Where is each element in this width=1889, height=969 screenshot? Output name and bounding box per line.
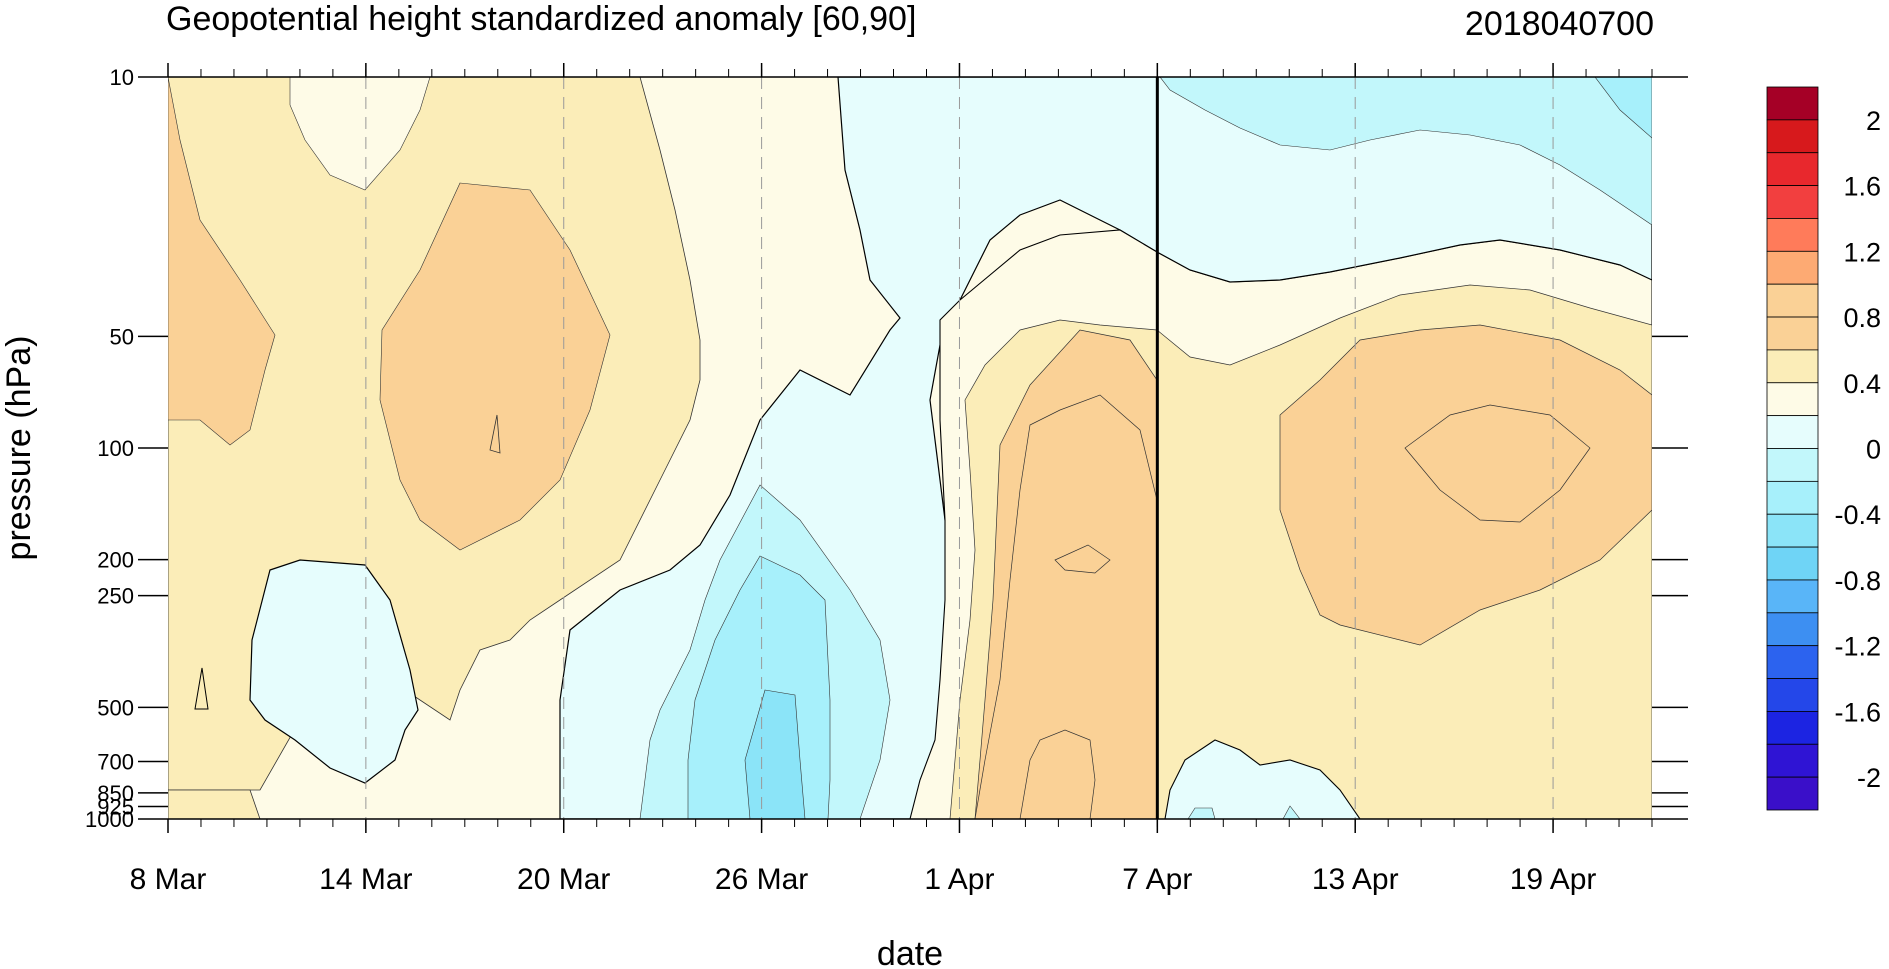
y-tick-label: 50 [110, 324, 134, 349]
colorbar-swatch [1766, 283, 1819, 318]
colorbar-label: 0.4 [1843, 369, 1881, 399]
colorbar-swatch [1766, 119, 1819, 154]
colorbar-swatch [1766, 448, 1819, 482]
contour-region [194, 667, 209, 710]
colorbar [1766, 86, 1819, 811]
colorbar-swatch [1766, 218, 1819, 252]
chart-title: Geopotential height standardized anomaly… [166, 0, 916, 38]
colorbar-swatch [1766, 185, 1819, 219]
x-tick-label: 1 Apr [924, 863, 994, 896]
colorbar-label: -2 [1857, 763, 1881, 793]
x-tick-label: 7 Apr [1122, 863, 1192, 896]
contour-region [1404, 404, 1591, 523]
contour-region [168, 789, 261, 819]
contour-region [1187, 807, 1216, 819]
colorbar-labels: 2 1.6 1.2 0.8 0.4 0 -0.4 -0.8 -1.2 -1.6 -2 [1834, 106, 1881, 793]
colorbar-swatch [1766, 86, 1819, 121]
colorbar-swatch [1766, 480, 1819, 515]
colorbar-label: 1.6 [1843, 172, 1881, 202]
contour-region [379, 182, 611, 551]
contour-region [249, 559, 419, 784]
contour-region [168, 77, 276, 446]
y-tick-label: 850 [97, 781, 134, 806]
x-tick-label: 26 Mar [715, 863, 808, 896]
y-tick-label: 500 [97, 695, 134, 720]
contour-region [289, 77, 431, 191]
y-tick-label: 700 [97, 750, 134, 775]
colorbar-swatch [1766, 711, 1819, 745]
colorbar-swatch [1766, 776, 1819, 811]
colorbar-label: -0.8 [1834, 566, 1881, 596]
colorbar-label: -1.2 [1834, 632, 1881, 662]
colorbar-swatch [1766, 579, 1819, 614]
colorbar-swatch [1766, 645, 1819, 679]
colorbar-label: 2 [1866, 106, 1881, 136]
y-tick-label: 10 [110, 65, 134, 90]
x-tick-label: 8 Mar [130, 863, 207, 896]
colorbar-swatch [1766, 250, 1819, 285]
contour-region [489, 414, 501, 454]
contour-region [1159, 77, 1652, 226]
colorbar-label: -1.6 [1834, 697, 1881, 727]
colorbar-swatch [1766, 546, 1819, 581]
colorbar-label: 1.2 [1843, 237, 1881, 267]
contour-region [744, 689, 806, 819]
contour-fills [168, 77, 1652, 819]
contour-region [974, 394, 1158, 819]
y-tick-label: 1000 [85, 807, 134, 832]
contour-region [1594, 77, 1652, 139]
contour-region [1019, 729, 1096, 819]
colorbar-swatch [1766, 678, 1819, 712]
contour-region [1164, 739, 1361, 819]
colorbar-swatch [1766, 316, 1819, 351]
date-label: 2018040700 [1465, 5, 1654, 43]
colorbar-swatch [1766, 513, 1819, 548]
y-axis-title: pressure (hPa) [0, 336, 38, 561]
x-tick-label: 20 Mar [517, 863, 610, 896]
y-tick-label: 250 [97, 584, 134, 609]
contour-region [1054, 544, 1111, 574]
x-axis-title: date [877, 935, 943, 969]
x-axis: 8 Mar 14 Mar 20 Mar 26 Mar 1 Apr 7 Apr 13 Apr 1… [130, 63, 1653, 896]
colorbar-swatch [1766, 415, 1819, 449]
x-tick-label: 13 Apr [1312, 863, 1399, 896]
y-tick-label: 100 [97, 436, 134, 461]
y-tick-label: 200 [97, 548, 134, 573]
colorbar-swatch [1766, 743, 1819, 778]
y-tick-label: 925 [97, 794, 134, 819]
x-tick-label: 14 Mar [319, 863, 412, 896]
colorbar-label: -0.4 [1834, 500, 1881, 530]
colorbar-swatch [1766, 152, 1819, 186]
colorbar-swatch [1766, 382, 1819, 417]
contour-region [1279, 324, 1652, 646]
colorbar-swatch [1766, 612, 1819, 647]
colorbar-label: 0 [1866, 435, 1881, 465]
plot-area: 8 Mar 14 Mar 20 Mar 26 Mar 1 Apr 7 Apr 13 Apr 1… [85, 63, 1688, 896]
colorbar-label: 0.8 [1843, 303, 1881, 333]
contour-region [1282, 805, 1301, 819]
x-tick-label: 19 Apr [1510, 863, 1597, 896]
colorbar-swatch [1766, 349, 1819, 384]
